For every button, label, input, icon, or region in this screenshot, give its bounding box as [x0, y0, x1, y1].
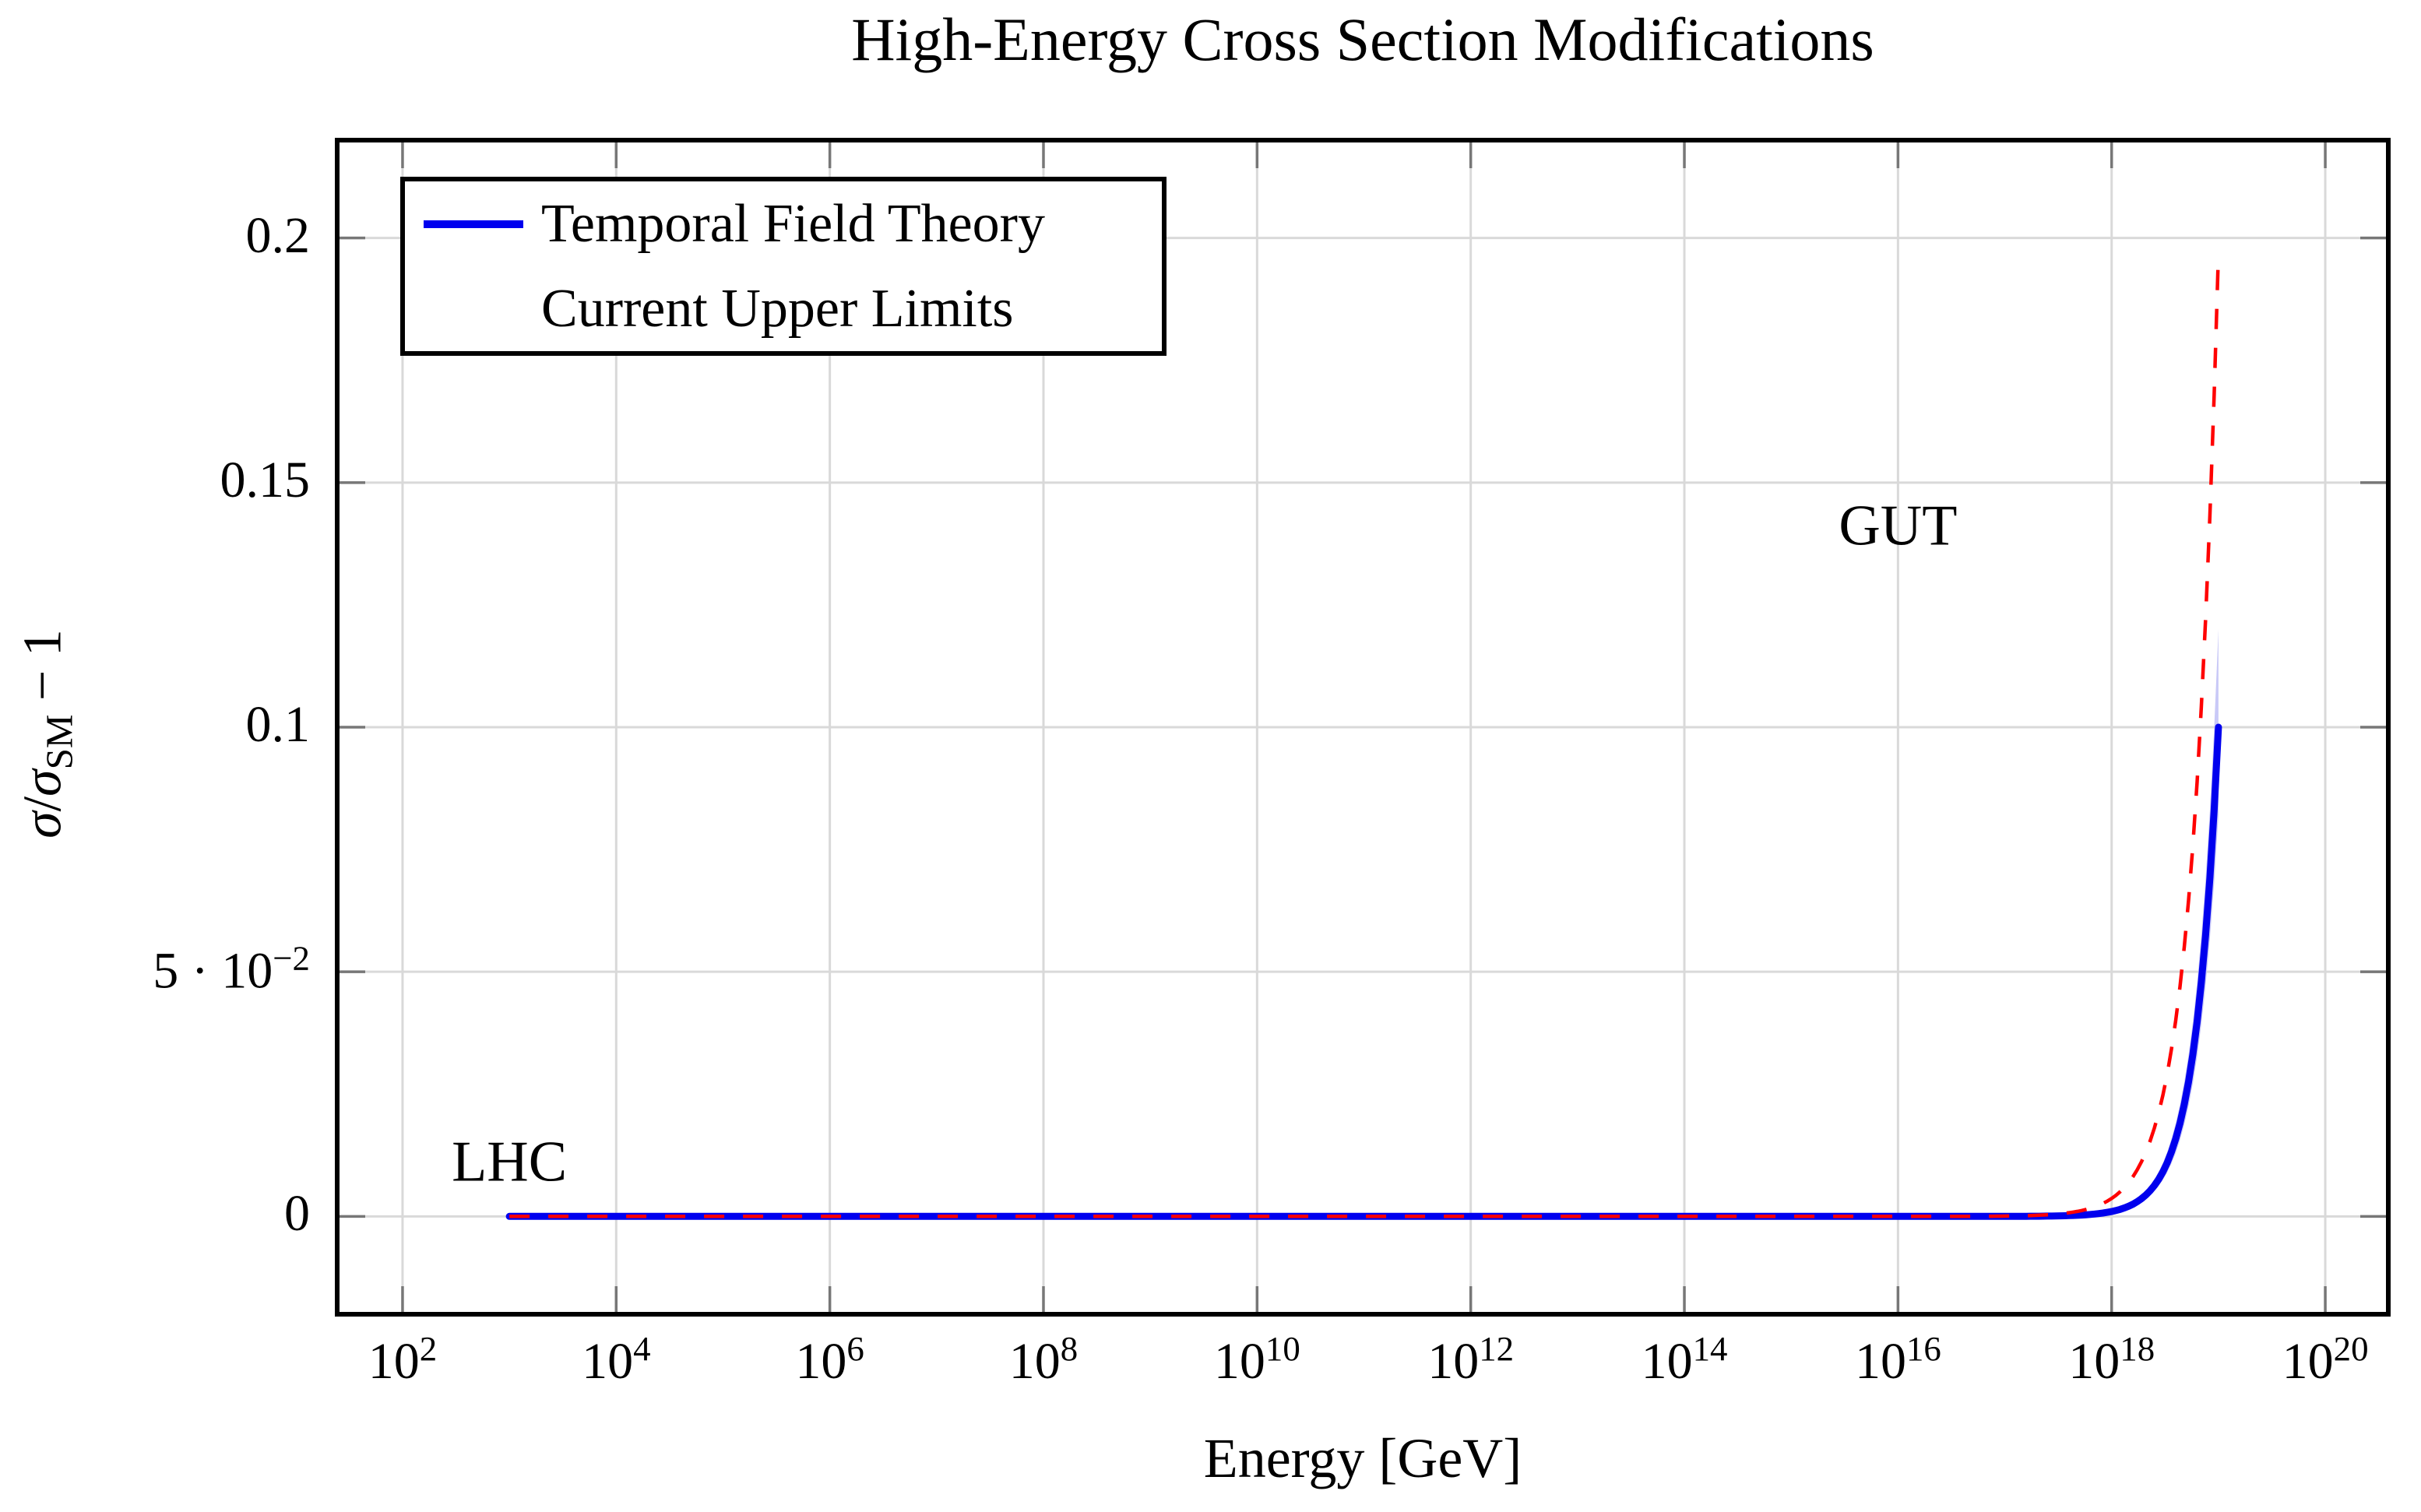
x-tick-label: 1014	[1641, 1329, 1728, 1390]
legend-row-theory: Temporal Field Theory	[405, 181, 1162, 266]
y-tick-label: 0.15	[220, 451, 311, 508]
legend-swatch-area	[405, 220, 541, 228]
y-tick-label: 0	[284, 1185, 310, 1243]
annotation-lhc: LHC	[452, 1130, 568, 1194]
legend-box: Temporal Field Theory Current Upper Limi…	[400, 177, 1167, 356]
x-tick-label: 1010	[1213, 1329, 1300, 1390]
y-tick-label: 0.2	[245, 206, 311, 264]
x-tick-label: 102	[368, 1329, 438, 1390]
theory-line-swatch	[423, 220, 523, 228]
legend-label-limits: Current Upper Limits	[541, 278, 1014, 339]
sigma-sm-symbol: σ	[12, 769, 73, 796]
y-tick-label: 0.1	[245, 695, 311, 753]
x-tick-label: 108	[1008, 1329, 1079, 1390]
x-axis-label: Energy [GeV]	[1203, 1427, 1522, 1489]
y-tick-label: 5 · 10−2	[153, 938, 310, 1000]
plot-frame	[335, 138, 2391, 1317]
annotation-gut: GUT	[1839, 494, 1958, 558]
y-axis-label: σ/σSM − 1	[12, 629, 81, 839]
x-tick-label: 106	[795, 1329, 864, 1390]
x-tick-label: 1016	[1854, 1329, 1941, 1390]
sigma-symbol: σ	[12, 811, 73, 839]
x-tick-label: 104	[582, 1329, 651, 1390]
data-series	[505, 252, 2222, 1220]
sm-subscript: SM	[37, 714, 81, 770]
legend-label-theory: Temporal Field Theory	[541, 193, 1045, 254]
x-tick-label: 1018	[2068, 1329, 2155, 1390]
chart-title: High-Energy Cross Section Modifications	[851, 5, 1874, 73]
legend-row-limits: Current Upper Limits	[405, 266, 1162, 351]
x-tick-label: 1020	[2282, 1329, 2369, 1390]
tick-marks	[337, 140, 2388, 1314]
x-tick-label: 1012	[1427, 1329, 1515, 1390]
